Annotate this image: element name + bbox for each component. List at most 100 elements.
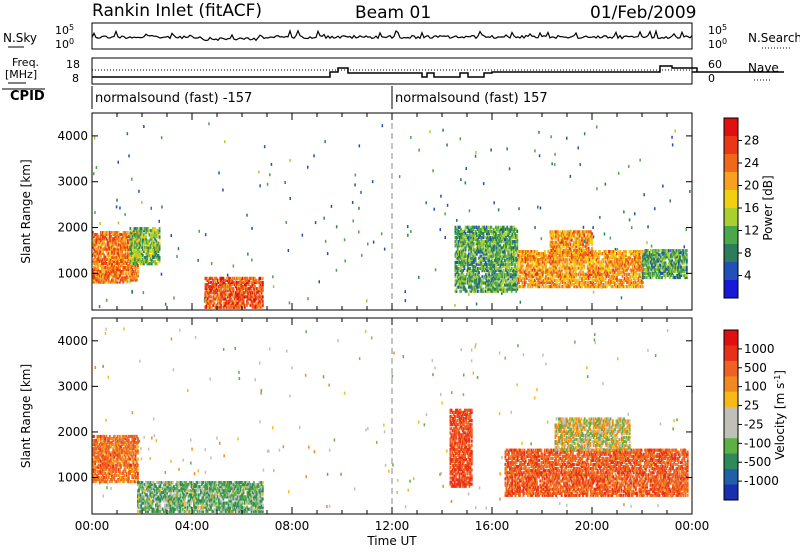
power-panel-cell (627, 262, 630, 266)
power-panel-cell (517, 280, 519, 285)
power-panel-cell (230, 291, 233, 295)
power-panel-cell (596, 272, 599, 276)
power-panel-cell (675, 253, 678, 257)
velocity-panel-scatter (139, 359, 141, 363)
power-panel-cell (486, 281, 488, 285)
power-panel-cell (580, 268, 582, 272)
power-panel-cell (554, 250, 556, 255)
power-panel-cell (618, 266, 621, 270)
power-panel-cell (679, 255, 681, 259)
power-panel-cell (535, 256, 537, 260)
power-panel-cell (498, 273, 501, 277)
power-panel-cell (215, 291, 218, 295)
power-panel-scatter (634, 212, 636, 216)
power-panel-cell (137, 231, 139, 235)
power-panel-cell (544, 250, 546, 254)
power-panel-cell (465, 238, 468, 242)
power-panel-cell (135, 243, 137, 247)
power-panel-scatter (617, 171, 620, 175)
power-panel-cell (143, 262, 145, 266)
power-panel-cell (469, 248, 471, 252)
power-panel-scatter (446, 203, 449, 207)
power-panel-cell (509, 281, 512, 285)
power-panel-cell (560, 242, 563, 246)
power-panel-cell (479, 279, 482, 283)
power-panel-cell (223, 301, 226, 305)
power-panel-cell (152, 247, 154, 251)
power-panel-cell (558, 262, 561, 266)
power-panel-cell (567, 283, 570, 287)
power-panel-scatter (93, 172, 95, 176)
power-panel-scatter (102, 281, 104, 284)
power-panel-cell (636, 252, 639, 256)
power-panel-cell (250, 283, 253, 287)
power-panel-cell (674, 251, 677, 255)
power-panel-cell (571, 278, 573, 282)
power-panel-cell (492, 244, 495, 248)
power-panel-cell (489, 287, 492, 291)
power-panel-cell (461, 250, 463, 254)
power-panel-cell (540, 254, 543, 258)
power-panel-cell (130, 245, 133, 249)
power-panel-cell (501, 254, 504, 258)
power-panel-cell (510, 285, 513, 289)
power-panel-cell (497, 252, 500, 256)
power-panel-scatter (475, 150, 477, 154)
power-panel-cell (470, 229, 473, 233)
power-panel-ytick-label-1: 2000 (57, 221, 88, 235)
power-panel-cell (470, 252, 473, 256)
power-panel-cell (106, 243, 109, 247)
power-panel-cell (537, 285, 540, 289)
power-panel-cell (138, 247, 141, 251)
power-panel-cell (471, 229, 474, 233)
power-panel-cell (550, 266, 553, 270)
power-panel-cell (132, 227, 135, 231)
power-panel-cell (547, 254, 550, 258)
power-panel-cell (680, 269, 683, 273)
power-panel-cell (466, 254, 469, 258)
power-panel-cell (247, 287, 249, 291)
power-panel-cell (573, 264, 576, 268)
power-panel-cell (239, 280, 242, 285)
velocity-panel-scatter (475, 506, 477, 510)
power-panel-cell (511, 246, 514, 250)
power-panel-cell (97, 239, 100, 243)
velocity-panel-scatter (418, 420, 420, 424)
power-panel-cell (566, 238, 569, 242)
power-panel-cell (502, 233, 505, 238)
power-panel-cell (497, 283, 500, 287)
power-panel-cell (130, 239, 133, 243)
freq-strip-frame (91, 57, 693, 85)
power-panel-cell (524, 256, 527, 260)
power-panel-cell (99, 253, 102, 257)
freq-tick-top: 18 (66, 58, 80, 71)
power-panel-cell (94, 239, 97, 243)
power-panel-cell (154, 247, 156, 251)
velocity-panel-scatter (288, 490, 290, 494)
power-panel-cell (502, 229, 505, 233)
power-panel-cell (213, 285, 216, 289)
power-panel-cell (456, 244, 459, 248)
power-panel-cell (116, 243, 119, 247)
power-panel-cell (470, 233, 473, 238)
power-panel-scatter (95, 166, 98, 169)
power-panel-cell (563, 242, 565, 246)
power-panel-cell (504, 283, 506, 287)
power-panel-cell (586, 278, 589, 282)
power-panel-cell (260, 291, 263, 295)
power-panel-cell (546, 258, 549, 262)
power-panel-cell (128, 266, 130, 270)
power-panel-cell (95, 280, 98, 284)
power-panel-cell (247, 283, 249, 287)
power-panel-cell (550, 232, 553, 236)
power-panel-cell (628, 250, 631, 254)
power-panel-cell (639, 268, 642, 272)
power-panel-cell (572, 276, 574, 280)
power-panel-cell (229, 289, 231, 293)
power-panel-cell (661, 251, 663, 255)
power-panel-cell (462, 264, 465, 269)
power-panel-cell (260, 293, 263, 297)
power-panel-cell (136, 243, 139, 247)
power-panel-cell (491, 289, 494, 293)
power-panel-cell (658, 273, 661, 277)
